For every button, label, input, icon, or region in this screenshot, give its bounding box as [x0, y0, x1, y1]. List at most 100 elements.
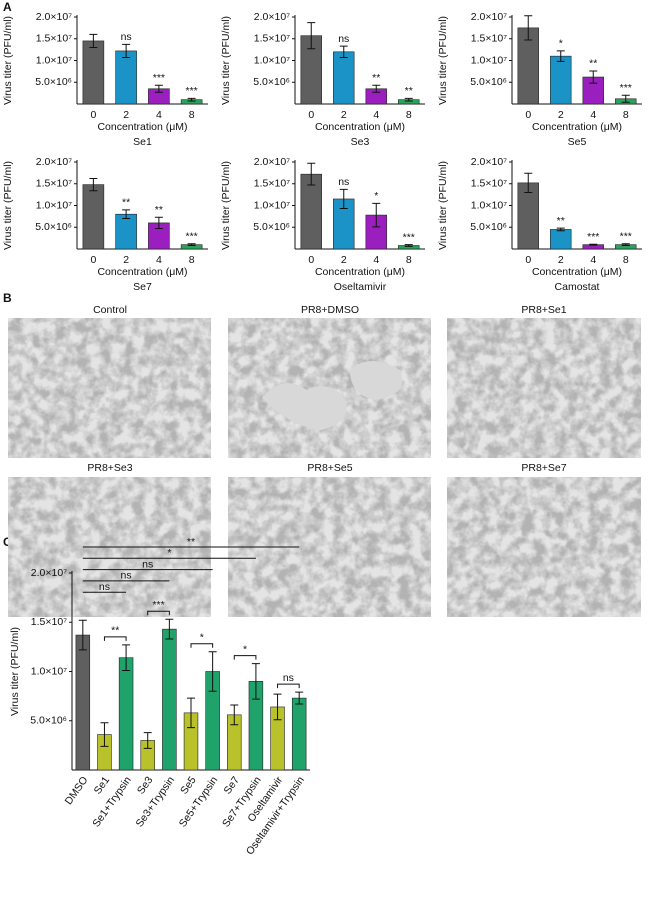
- x-tick-label: DMSO: [63, 774, 91, 807]
- error-bar: [307, 22, 316, 50]
- y-axis-label: Virus titer (PFU/ml): [220, 16, 232, 105]
- image-title: PR8+Se7: [521, 462, 566, 474]
- significance: **: [589, 58, 597, 70]
- significance: *: [167, 547, 171, 559]
- y-tick-label: 1.5×10⁷: [254, 33, 290, 45]
- comparison-bracket: [147, 610, 170, 616]
- y-tick-label: 1.0×10⁷: [471, 199, 507, 211]
- significance: *: [374, 190, 378, 202]
- x-axis-label: Concentration (μM): [532, 266, 622, 278]
- error-bar: [165, 618, 174, 640]
- error-bar: [187, 697, 195, 729]
- error-bar: [589, 243, 598, 246]
- significance: ns: [283, 672, 294, 684]
- y-tick-label: 2.0×10⁷: [36, 156, 72, 168]
- y-axis-label: Virus titer (PFU/ml): [2, 16, 14, 105]
- chart-title: Oseltamivir: [334, 281, 387, 293]
- y-tick-label: 1.0×10⁷: [36, 199, 72, 211]
- y-axis-label: Virus titer (PFU/ml): [9, 627, 21, 716]
- x-axis-label: Concentration (μM): [315, 266, 405, 278]
- bar: [82, 184, 105, 250]
- significance: ***: [153, 72, 165, 84]
- x-tick-label: 2: [341, 109, 347, 121]
- error-bar: [339, 188, 348, 210]
- y-tick-label: 5.0×10⁶: [253, 76, 290, 88]
- image-title: Control: [93, 304, 127, 316]
- error-bar: [372, 202, 381, 228]
- image-title: PR8+DMSO: [301, 304, 359, 316]
- x-tick-label: 0: [308, 109, 314, 121]
- significance: ns: [99, 581, 110, 593]
- x-axis-label: Concentration (μM): [532, 121, 622, 133]
- significance: **: [405, 85, 413, 97]
- significance: *: [559, 38, 563, 50]
- significance: *: [200, 632, 204, 644]
- x-tick-label: Se5: [178, 774, 199, 796]
- error-bar: [556, 227, 565, 232]
- chart-title: Camostat: [555, 281, 600, 293]
- significance: ***: [152, 599, 164, 611]
- error-bar: [187, 97, 196, 102]
- image-title: PR8+Se3: [87, 462, 132, 474]
- bar: [75, 634, 91, 771]
- x-tick-label: 2: [341, 254, 347, 266]
- y-tick-label: 1.5×10⁷: [471, 178, 507, 190]
- significance: **: [557, 215, 565, 227]
- comparison-bracket: [103, 636, 127, 641]
- error-bar: [122, 644, 131, 672]
- bar: [550, 229, 572, 250]
- error-bar: [295, 691, 304, 705]
- significance: **: [111, 625, 119, 637]
- error-bar: [404, 244, 413, 247]
- significance: **: [187, 536, 195, 548]
- chart-title: Se7: [133, 281, 152, 293]
- x-tick-label: Se3: [135, 774, 156, 796]
- y-tick-label: 2.0×10⁷: [471, 156, 507, 168]
- image-title: PR8+Se1: [521, 304, 566, 316]
- error-bar: [524, 172, 533, 193]
- y-axis-label: Virus titer (PFU/ml): [437, 16, 449, 105]
- bar: [333, 51, 355, 105]
- x-tick-label: 4: [156, 254, 162, 266]
- x-axis-label: Concentration (μM): [97, 121, 187, 133]
- significance: ***: [587, 231, 599, 243]
- significance: ***: [620, 82, 632, 94]
- error-bar: [621, 94, 630, 103]
- y-tick-label: 1.5×10⁷: [254, 178, 290, 190]
- y-tick-label: 5.0×10⁶: [35, 221, 72, 233]
- y-axis-label: Virus titer (PFU/ml): [2, 161, 14, 250]
- x-tick-label: 2: [558, 109, 564, 121]
- panel-label: A: [3, 0, 12, 14]
- y-tick-label: 2.0×10⁷: [254, 11, 290, 23]
- error-bar: [154, 216, 163, 230]
- x-tick-label: 0: [525, 254, 531, 266]
- y-axis-label: Virus titer (PFU/ml): [437, 161, 449, 250]
- y-tick-label: 5.0×10⁶: [35, 76, 72, 88]
- micrograph-texture: [8, 318, 211, 458]
- x-tick-label: 8: [623, 109, 629, 121]
- significance: ns: [142, 558, 153, 570]
- error-bar: [89, 178, 98, 192]
- error-bar: [556, 50, 565, 62]
- bar: [115, 50, 137, 105]
- x-tick-label: 0: [90, 254, 96, 266]
- bar: [118, 657, 134, 771]
- error-bar: [208, 651, 217, 692]
- significance: *: [243, 643, 247, 655]
- x-tick-label: 4: [156, 109, 162, 121]
- error-bar: [143, 732, 152, 749]
- x-tick-label: 8: [406, 254, 412, 266]
- significance: ***: [185, 85, 197, 97]
- y-tick-label: 5.0×10⁶: [253, 221, 290, 233]
- y-tick-label: 1.0×10⁷: [471, 54, 507, 66]
- comparison-bracket: [277, 683, 300, 689]
- y-tick-label: 1.0×10⁷: [254, 54, 290, 66]
- error-bar: [307, 162, 316, 186]
- y-tick-label: 1.0×10⁷: [254, 199, 290, 211]
- error-bar: [122, 43, 131, 58]
- error-bar: [273, 693, 282, 721]
- chart-title: Se1: [133, 136, 152, 148]
- x-tick-label: Se7: [221, 774, 242, 796]
- y-tick-label: 2.0×10⁷: [471, 11, 507, 23]
